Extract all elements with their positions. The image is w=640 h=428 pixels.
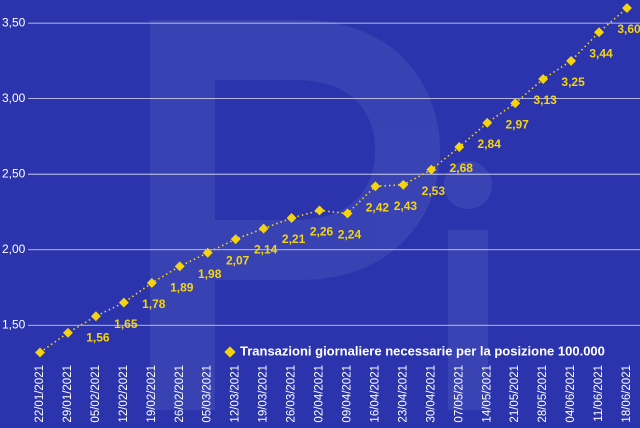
x-tick-label: 07/05/2021: [453, 365, 465, 423]
data-label: 2,43: [394, 199, 418, 213]
data-point: [314, 205, 325, 216]
data-label: 2,21: [282, 232, 306, 246]
data-point: [622, 3, 632, 13]
x-tick-label: 09/04/2021: [342, 365, 354, 423]
x-tick-label: 11/06/2021: [593, 365, 605, 422]
x-tick-label: 19/02/2021: [146, 365, 158, 423]
data-point: [202, 247, 213, 258]
x-tick-label: 29/01/2021: [62, 365, 74, 423]
x-tick-label: 23/04/2021: [397, 365, 409, 423]
x-tick-label: 12/02/2021: [118, 365, 130, 423]
data-label: 2,42: [366, 200, 390, 214]
x-tick-label: 26/03/2021: [286, 365, 298, 423]
y-tick-label: 3,50: [2, 15, 26, 29]
x-tick-label: 05/02/2021: [90, 365, 102, 423]
data-point: [426, 164, 437, 175]
x-tick-label: 28/05/2021: [537, 365, 549, 423]
data-label: 1,78: [142, 297, 166, 311]
data-label: 3,13: [533, 93, 557, 107]
data-label: 1,98: [198, 267, 222, 281]
data-point: [286, 213, 297, 223]
data-label: 2,26: [310, 225, 334, 239]
x-tick-label: 18/06/2021: [621, 365, 633, 423]
data-point: [454, 142, 465, 152]
data-label: 2,68: [450, 161, 474, 175]
y-tick-label: 1,50: [2, 317, 26, 331]
x-tick-label: 26/02/2021: [174, 365, 186, 423]
data-label: 2,97: [506, 117, 530, 131]
data-label: 1,65: [114, 317, 138, 331]
data-point: [566, 55, 577, 66]
watermark: [150, 20, 492, 410]
data-label: 2,24: [338, 228, 362, 242]
data-point: [538, 74, 549, 84]
data-point: [342, 208, 353, 219]
data-label: 2,14: [254, 243, 278, 257]
data-point: [510, 98, 521, 109]
y-tick-label: 3,00: [2, 91, 26, 105]
data-label: 1,56: [86, 330, 110, 344]
data-point: [594, 27, 604, 38]
data-label: 3,44: [589, 46, 613, 60]
data-label: 2,53: [422, 184, 446, 198]
data-label: 2,84: [478, 137, 502, 151]
x-tick-label: 30/04/2021: [425, 365, 437, 423]
y-tick-label: 2,00: [2, 242, 26, 256]
data-point: [370, 181, 381, 192]
legend-marker: [224, 346, 236, 358]
x-tick-label: 22/01/2021: [34, 365, 46, 423]
data-point: [398, 179, 409, 190]
x-tick-label: 02/04/2021: [314, 365, 326, 423]
data-point: [146, 278, 157, 288]
data-point: [258, 223, 269, 234]
x-tick-label: 21/05/2021: [509, 365, 521, 423]
x-tick-label: 19/03/2021: [258, 365, 270, 423]
x-tick-label: 04/06/2021: [565, 365, 577, 423]
x-tick-label: 16/04/2021: [369, 365, 381, 423]
x-tick-label: 05/03/2021: [202, 365, 214, 423]
data-point: [230, 234, 241, 245]
legend-label: Transazioni giornaliere necessarie per l…: [240, 343, 605, 358]
x-tick-label: 12/03/2021: [230, 365, 242, 423]
data-label: 1,89: [170, 281, 194, 295]
data-label: 3,60: [617, 22, 640, 36]
x-tick-label: 14/05/2021: [481, 365, 493, 423]
data-label: 2,07: [226, 253, 250, 267]
series-line: [39, 7, 628, 354]
y-tick-label: 2,50: [2, 166, 26, 180]
data-point: [174, 261, 185, 272]
data-label: 3,25: [561, 75, 585, 89]
